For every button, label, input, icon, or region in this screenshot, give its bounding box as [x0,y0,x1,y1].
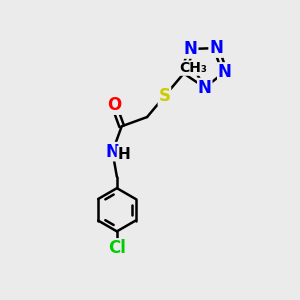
Text: Cl: Cl [108,239,126,257]
Text: N: N [106,143,119,161]
Text: CH₃: CH₃ [180,61,207,75]
Text: H: H [118,147,130,162]
Text: N: N [218,63,232,81]
Text: N: N [209,39,223,57]
Text: N: N [198,79,212,97]
Text: O: O [107,96,121,114]
Text: N: N [184,40,198,58]
Text: S: S [158,87,170,105]
